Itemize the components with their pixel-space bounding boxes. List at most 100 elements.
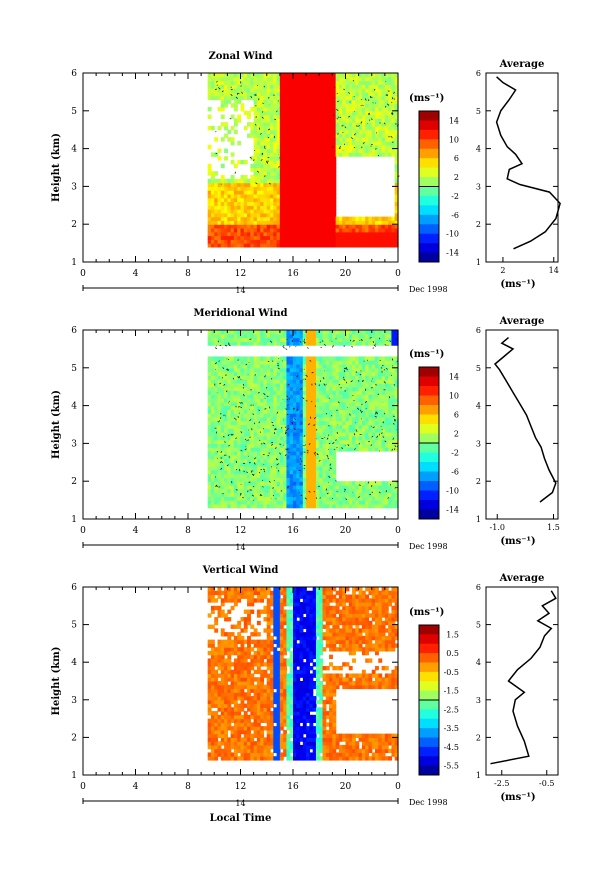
heatmap-cell bbox=[233, 341, 238, 346]
heatmap-cell bbox=[329, 107, 333, 112]
heatmap-cell bbox=[220, 175, 225, 180]
heatmap-cell bbox=[345, 443, 350, 448]
heatmap-cell bbox=[279, 152, 284, 157]
heatmap-cell bbox=[309, 375, 314, 380]
heatmap-cell bbox=[302, 466, 307, 471]
heatmap-cell bbox=[210, 152, 215, 157]
heatmap-cell bbox=[233, 371, 238, 376]
heatmap-cell bbox=[371, 439, 376, 444]
heatmap-cell bbox=[286, 224, 291, 229]
heatmap-cell bbox=[247, 243, 251, 248]
heatmap-cell bbox=[329, 141, 333, 146]
heatmap-cell bbox=[293, 462, 297, 467]
heatmap-cell bbox=[338, 481, 343, 486]
heatmap-cell bbox=[276, 137, 281, 142]
heatmap-cell bbox=[338, 337, 343, 342]
heatmap-cell bbox=[312, 394, 317, 399]
heatmap-cell bbox=[378, 129, 383, 135]
heatmap-cell bbox=[345, 227, 350, 233]
heatmap-cell bbox=[348, 394, 353, 399]
heatmap-cell bbox=[233, 492, 238, 497]
heatmap-cell bbox=[312, 73, 317, 78]
heatmap-cell bbox=[266, 382, 271, 388]
heatmap-cell bbox=[358, 341, 363, 346]
heatmap-cell bbox=[332, 450, 337, 456]
heatmap-cell bbox=[250, 231, 255, 237]
heatmap-cell bbox=[260, 496, 265, 501]
heatmap-cell bbox=[296, 220, 301, 225]
heatmap-cell bbox=[315, 360, 320, 365]
heatmap-cell bbox=[368, 235, 373, 240]
heatmap-cell bbox=[322, 416, 327, 422]
heatmap-cell bbox=[293, 110, 297, 116]
heatmap-cell bbox=[355, 379, 360, 384]
heatmap-cell bbox=[378, 443, 383, 448]
heatmap-cell bbox=[299, 110, 304, 116]
heatmap-cell bbox=[371, 76, 376, 82]
heatmap-cell bbox=[233, 443, 238, 448]
heatmap-cell bbox=[286, 220, 291, 225]
heatmap-cell bbox=[348, 99, 353, 104]
heatmap-cell bbox=[345, 118, 350, 123]
heatmap-cell bbox=[256, 141, 261, 146]
heatmap-cell bbox=[306, 330, 311, 335]
heatmap-cell bbox=[266, 341, 271, 346]
heatmap-cell bbox=[227, 473, 232, 479]
heatmap-cell bbox=[312, 428, 317, 433]
contour-segment bbox=[219, 382, 222, 385]
heatmap-cell bbox=[253, 337, 258, 342]
heatmap-cell bbox=[276, 447, 281, 452]
heatmap-cell bbox=[243, 337, 248, 342]
heatmap-cell bbox=[286, 118, 291, 123]
heatmap-cell bbox=[286, 330, 291, 335]
heatmap-cell bbox=[335, 398, 340, 403]
heatmap-cell bbox=[270, 409, 274, 414]
heatmap-cell bbox=[322, 488, 327, 494]
heatmap-cell bbox=[283, 382, 288, 388]
heatmap-cell bbox=[332, 103, 337, 108]
heatmap-cell bbox=[322, 469, 327, 475]
contour-segment bbox=[343, 88, 345, 91]
heatmap-cell bbox=[309, 413, 314, 418]
heatmap-cell bbox=[253, 99, 258, 104]
heatmap-cell bbox=[243, 484, 248, 490]
heatmap-cell bbox=[256, 435, 261, 441]
heatmap-cell bbox=[319, 212, 324, 218]
heatmap-cell bbox=[348, 386, 353, 392]
heatmap-cell bbox=[220, 95, 225, 101]
heatmap-cell bbox=[283, 337, 288, 342]
heatmap-cell bbox=[220, 500, 225, 505]
heatmap-cell bbox=[276, 220, 281, 225]
heatmap-cell bbox=[227, 375, 232, 380]
heatmap-cell bbox=[273, 227, 278, 233]
heatmap-cell bbox=[296, 409, 301, 414]
heatmap-cell bbox=[335, 80, 340, 85]
contour-segment bbox=[352, 340, 355, 342]
heatmap-cell bbox=[378, 152, 383, 157]
heatmap-cell bbox=[312, 95, 317, 101]
heatmap-cell bbox=[250, 209, 255, 214]
heatmap-cell bbox=[283, 201, 288, 206]
heatmap-cell bbox=[391, 360, 396, 365]
heatmap-cell bbox=[335, 88, 340, 93]
heatmap-cell bbox=[335, 84, 340, 89]
heatmap-cell bbox=[243, 432, 248, 437]
heatmap-cell bbox=[266, 193, 271, 199]
heatmap-cell bbox=[352, 424, 356, 429]
heatmap-cell bbox=[276, 500, 281, 505]
heatmap-cell bbox=[375, 409, 379, 414]
heatmap-cell bbox=[237, 503, 242, 509]
heatmap-cell bbox=[240, 224, 245, 229]
heatmap-cell bbox=[299, 492, 304, 497]
heatmap-cell bbox=[293, 73, 297, 78]
heatmap-cell bbox=[286, 110, 291, 116]
heatmap-cell bbox=[240, 432, 245, 437]
heatmap-cell bbox=[214, 432, 219, 437]
heatmap-cell bbox=[293, 186, 297, 191]
heatmap-cell bbox=[375, 118, 379, 123]
heatmap-cell bbox=[233, 488, 238, 494]
heatmap-cell bbox=[368, 432, 373, 437]
heatmap-cell bbox=[348, 367, 353, 373]
contour-lines-0 bbox=[214, 80, 400, 185]
heatmap-cell bbox=[332, 405, 337, 410]
